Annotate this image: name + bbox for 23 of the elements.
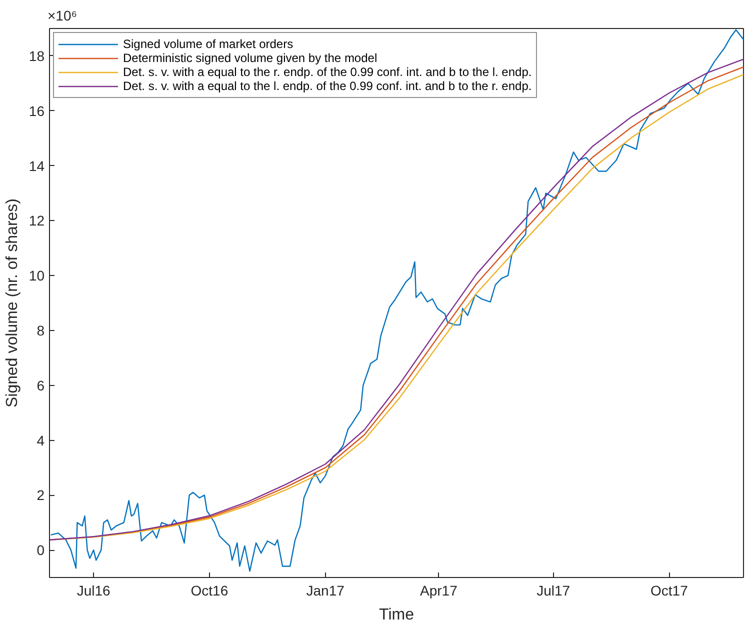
y-tick-label: 16 [28,102,45,119]
y-tick-label: 0 [36,542,45,558]
y-tick-label: 12 [28,212,45,229]
y-tick-label: 14 [28,158,45,174]
x-tick-label: Apr17 [420,582,458,598]
y-tick-label: 8 [36,322,45,338]
y-tick-label: 6 [36,377,45,394]
y-tick-label: 18 [28,48,45,64]
legend-label: Deterministic signed volume given by the model [123,51,378,65]
legend-label: Det. s. v. with a equal to the r. endp. of the 0.99 conf. int. and b to the l. endp. [123,65,532,79]
x-tick-label: Oct17 [650,582,688,598]
legend-label: Signed volume of market orders [123,37,294,51]
legend-label: Det. s. v. with a equal to the l. endp. of the 0.99 conf. int. and b to the r. endp. [123,79,532,93]
y-tick-label: 2 [36,487,45,504]
x-tick-label: Jan17 [306,582,345,598]
y-tick-label: 4 [36,432,45,448]
x-tick-label: Oct16 [190,582,228,598]
x-tick-label: Jul16 [76,582,111,598]
x-axis-title: Time [379,606,414,624]
x-tick-label: Jul17 [536,582,570,598]
y-tick-label: 10 [28,268,45,284]
text: ×10⁶ [48,8,78,24]
y-axis-title: Signed volume (nr. of shares) [4,198,21,408]
